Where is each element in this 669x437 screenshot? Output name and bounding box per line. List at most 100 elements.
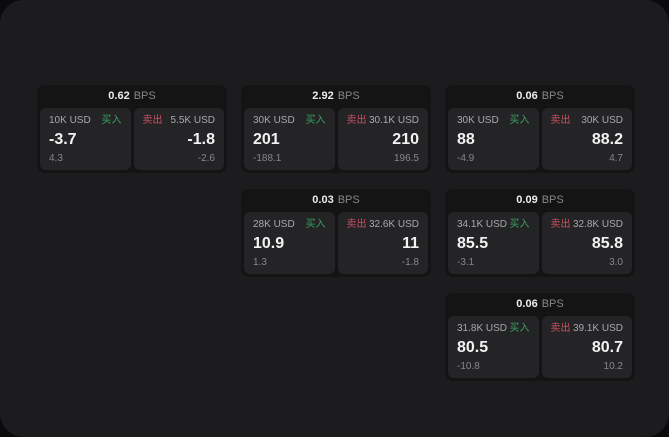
sell-price: 210 xyxy=(392,131,419,148)
tile-row: 28K USD 买入 10.9 1.3 卖出 32.6K USD 11 -1.8 xyxy=(244,212,428,274)
buy-side-label: 买入 xyxy=(509,219,530,230)
sell-price: 80.7 xyxy=(591,339,623,356)
sell-side-label: 卖出 xyxy=(550,323,571,334)
sell-price: 85.8 xyxy=(591,235,623,252)
bps-unit-label: BPS xyxy=(133,90,156,102)
sell-amount: 32.8K USD xyxy=(572,219,623,230)
sell-side-label: 卖出 xyxy=(550,115,571,126)
sell-price: 88.2 xyxy=(591,131,623,148)
sell-tile-top: 卖出 32.6K USD xyxy=(347,219,420,231)
buy-tile[interactable]: 28K USD 买入 10.9 1.3 xyxy=(244,212,335,274)
buy-delta: -4.9 xyxy=(457,153,475,164)
buy-tile[interactable]: 30K USD 买入 88 -4.9 xyxy=(448,108,539,170)
bps-value: 0.62 xyxy=(108,90,130,102)
buy-side-label: 买入 xyxy=(305,219,326,230)
quote-card-6: 0.06 BPS 31.8K USD 买入 80.5 -10.8 卖出 39.1… xyxy=(445,293,635,381)
sell-price: -1.8 xyxy=(187,131,215,148)
buy-amount: 28K USD xyxy=(253,219,295,230)
bps-header: 0.06 BPS xyxy=(448,85,632,108)
buy-amount: 30K USD xyxy=(457,115,499,126)
bps-unit-label: BPS xyxy=(541,90,564,102)
bps-unit-label: BPS xyxy=(337,194,360,206)
buy-delta: -10.8 xyxy=(457,361,480,372)
sell-side-label: 卖出 xyxy=(346,219,367,230)
sell-delta: 4.7 xyxy=(609,153,623,164)
buy-price: 80.5 xyxy=(457,339,489,356)
sell-amount: 39.1K USD xyxy=(572,323,623,334)
sell-amount: 5.5K USD xyxy=(170,115,215,126)
buy-tile-top: 10K USD 买入 xyxy=(49,115,122,127)
buy-amount: 10K USD xyxy=(49,115,91,126)
bps-header: 0.09 BPS xyxy=(448,189,632,212)
tile-row: 31.8K USD 买入 80.5 -10.8 卖出 39.1K USD 80.… xyxy=(448,316,632,378)
buy-tile[interactable]: 30K USD 买入 201 -188.1 xyxy=(244,108,335,170)
sell-tile-top: 卖出 30K USD xyxy=(551,115,624,127)
sell-tile[interactable]: 卖出 32.8K USD 85.8 3.0 xyxy=(541,212,632,274)
buy-delta: 1.3 xyxy=(253,257,267,268)
buy-tile-top: 30K USD 买入 xyxy=(457,115,530,127)
buy-side-label: 买入 xyxy=(509,115,530,126)
bps-value: 0.03 xyxy=(312,194,334,206)
bps-unit-label: BPS xyxy=(541,194,564,206)
buy-side-label: 买入 xyxy=(101,115,122,126)
sell-tile[interactable]: 卖出 32.6K USD 11 -1.8 xyxy=(337,212,428,274)
buy-side-label: 买入 xyxy=(509,323,530,334)
buy-delta: -3.1 xyxy=(457,257,475,268)
sell-tile[interactable]: 卖出 30K USD 88.2 4.7 xyxy=(541,108,632,170)
buy-tile[interactable]: 10K USD 买入 -3.7 4.3 xyxy=(40,108,131,170)
sell-tile-top: 卖出 5.5K USD xyxy=(143,115,216,127)
buy-delta: 4.3 xyxy=(49,153,63,164)
sell-price: 11 xyxy=(402,235,419,252)
buy-side-label: 买入 xyxy=(305,115,326,126)
buy-tile[interactable]: 34.1K USD 买入 85.5 -3.1 xyxy=(448,212,539,274)
bps-value: 2.92 xyxy=(312,90,334,102)
bps-value: 0.09 xyxy=(516,194,538,206)
quote-card-3: 0.06 BPS 30K USD 买入 88 -4.9 卖出 30K USD xyxy=(445,85,635,173)
sell-tile-top: 卖出 39.1K USD xyxy=(551,323,624,335)
tile-row: 30K USD 买入 88 -4.9 卖出 30K USD 88.2 4.7 xyxy=(448,108,632,170)
sell-tile[interactable]: 卖出 5.5K USD -1.8 -2.6 xyxy=(133,108,224,170)
bps-header: 0.06 BPS xyxy=(448,293,632,316)
bps-value: 0.06 xyxy=(516,90,538,102)
quote-card-1: 0.62 BPS 10K USD 买入 -3.7 4.3 卖出 5.5K USD xyxy=(37,85,227,173)
quote-card-2: 2.92 BPS 30K USD 买入 201 -188.1 卖出 30.1K … xyxy=(241,85,431,173)
bps-header: 0.03 BPS xyxy=(244,189,428,212)
buy-tile[interactable]: 31.8K USD 买入 80.5 -10.8 xyxy=(448,316,539,378)
tile-row: 30K USD 买入 201 -188.1 卖出 30.1K USD 210 1… xyxy=(244,108,428,170)
buy-price: 10.9 xyxy=(253,235,285,252)
bps-unit-label: BPS xyxy=(337,90,360,102)
tile-row: 10K USD 买入 -3.7 4.3 卖出 5.5K USD -1.8 -2.… xyxy=(40,108,224,170)
sell-side-label: 卖出 xyxy=(346,115,367,126)
buy-delta: -188.1 xyxy=(253,153,282,164)
quote-card-4: 0.03 BPS 28K USD 买入 10.9 1.3 卖出 32.6K US… xyxy=(241,189,431,277)
buy-tile-top: 28K USD 买入 xyxy=(253,219,326,231)
buy-amount: 31.8K USD xyxy=(457,323,508,334)
sell-side-label: 卖出 xyxy=(550,219,571,230)
buy-amount: 34.1K USD xyxy=(457,219,508,230)
bps-header: 0.62 BPS xyxy=(40,85,224,108)
bps-unit-label: BPS xyxy=(541,298,564,310)
sell-delta: 10.2 xyxy=(603,361,623,372)
buy-price: -3.7 xyxy=(49,131,77,148)
buy-price: 85.5 xyxy=(457,235,489,252)
buy-tile-top: 30K USD 买入 xyxy=(253,115,326,127)
sell-delta: -2.6 xyxy=(197,153,215,164)
sell-delta: 3.0 xyxy=(609,257,623,268)
sell-tile-top: 卖出 30.1K USD xyxy=(347,115,420,127)
sell-tile[interactable]: 卖出 39.1K USD 80.7 10.2 xyxy=(541,316,632,378)
tile-row: 34.1K USD 买入 85.5 -3.1 卖出 32.8K USD 85.8… xyxy=(448,212,632,274)
buy-tile-top: 34.1K USD 买入 xyxy=(457,219,530,231)
sell-tile[interactable]: 卖出 30.1K USD 210 196.5 xyxy=(337,108,428,170)
sell-tile-top: 卖出 32.8K USD xyxy=(551,219,624,231)
sell-amount: 30.1K USD xyxy=(368,115,419,126)
sell-amount: 30K USD xyxy=(581,115,623,126)
sell-amount: 32.6K USD xyxy=(368,219,419,230)
buy-price: 201 xyxy=(253,131,280,148)
sell-delta: -1.8 xyxy=(401,257,419,268)
buy-price: 88 xyxy=(457,131,475,148)
sell-side-label: 卖出 xyxy=(142,115,163,126)
sell-delta: 196.5 xyxy=(393,153,419,164)
buy-amount: 30K USD xyxy=(253,115,295,126)
buy-tile-top: 31.8K USD 买入 xyxy=(457,323,530,335)
